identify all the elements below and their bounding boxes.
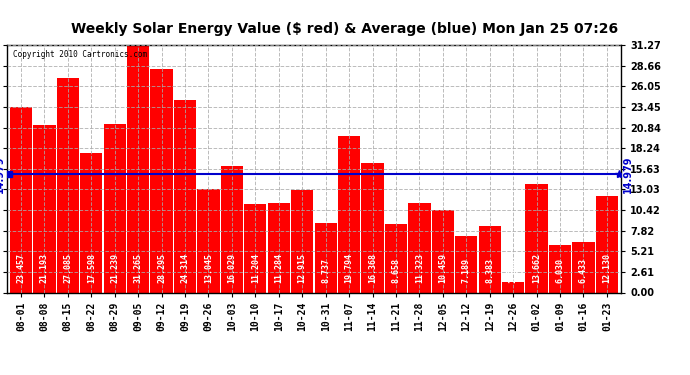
Text: 11.204: 11.204 bbox=[251, 253, 260, 283]
Bar bbox=[526, 184, 548, 292]
Bar bbox=[479, 226, 501, 292]
Bar bbox=[268, 203, 290, 292]
Bar bbox=[174, 100, 196, 292]
Text: 19.794: 19.794 bbox=[344, 253, 353, 283]
Text: 21.193: 21.193 bbox=[40, 253, 49, 283]
Bar bbox=[80, 153, 102, 292]
Bar bbox=[362, 163, 384, 292]
Text: 12.130: 12.130 bbox=[602, 253, 611, 283]
Bar bbox=[197, 189, 219, 292]
Bar bbox=[455, 236, 477, 292]
Text: 6.433: 6.433 bbox=[579, 258, 588, 283]
Bar bbox=[57, 78, 79, 292]
Text: 23.457: 23.457 bbox=[17, 253, 26, 283]
Bar bbox=[502, 282, 524, 292]
Bar bbox=[221, 166, 243, 292]
Text: 31.265: 31.265 bbox=[134, 253, 143, 283]
Bar bbox=[595, 196, 618, 292]
Text: 11.323: 11.323 bbox=[415, 253, 424, 283]
Bar bbox=[549, 245, 571, 292]
Bar bbox=[408, 203, 431, 292]
Text: 14.979: 14.979 bbox=[0, 155, 5, 193]
Bar bbox=[10, 107, 32, 292]
Text: 27.085: 27.085 bbox=[63, 253, 72, 283]
Text: 17.598: 17.598 bbox=[87, 253, 96, 283]
Text: Copyright 2010 Cartronics.com: Copyright 2010 Cartronics.com bbox=[13, 50, 147, 59]
Text: 13.045: 13.045 bbox=[204, 253, 213, 283]
Bar bbox=[432, 210, 454, 292]
Text: 8.737: 8.737 bbox=[321, 258, 331, 283]
Text: 16.029: 16.029 bbox=[228, 253, 237, 283]
Text: 1.364: 1.364 bbox=[509, 258, 518, 283]
Bar bbox=[573, 242, 595, 292]
Text: 7.189: 7.189 bbox=[462, 258, 471, 283]
Bar bbox=[315, 224, 337, 292]
Bar bbox=[338, 136, 360, 292]
Text: 8.383: 8.383 bbox=[485, 258, 494, 283]
Bar bbox=[104, 124, 126, 292]
Bar bbox=[291, 190, 313, 292]
Text: 11.284: 11.284 bbox=[275, 253, 284, 283]
Bar bbox=[33, 125, 55, 292]
Text: 12.915: 12.915 bbox=[297, 253, 307, 283]
Text: 14.979: 14.979 bbox=[623, 155, 633, 193]
Text: 8.658: 8.658 bbox=[391, 258, 400, 283]
Text: 28.295: 28.295 bbox=[157, 253, 166, 283]
Text: 21.239: 21.239 bbox=[110, 253, 119, 283]
Text: 13.662: 13.662 bbox=[532, 253, 541, 283]
Bar bbox=[127, 45, 149, 292]
Text: 6.030: 6.030 bbox=[555, 258, 564, 283]
Text: 24.314: 24.314 bbox=[181, 253, 190, 283]
Bar bbox=[244, 204, 266, 292]
Text: Weekly Solar Energy Value ($ red) & Average (blue) Mon Jan 25 07:26: Weekly Solar Energy Value ($ red) & Aver… bbox=[72, 22, 618, 36]
Bar bbox=[385, 224, 407, 292]
Text: 10.459: 10.459 bbox=[438, 253, 447, 283]
Text: 16.368: 16.368 bbox=[368, 253, 377, 283]
Bar bbox=[150, 69, 172, 292]
